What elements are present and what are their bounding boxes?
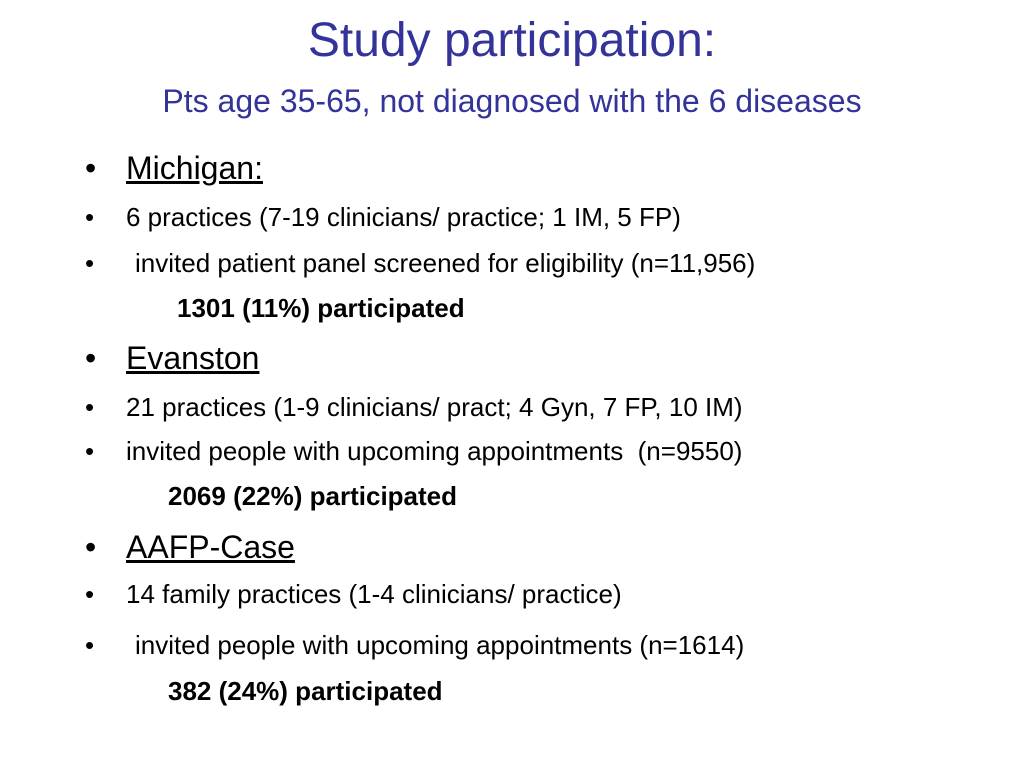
slide-subtitle: Pts age 35-65, not diagnosed with the 6 … <box>162 83 862 119</box>
item-text: 14 family practices (1-4 clinicians/ pra… <box>126 579 622 609</box>
section-heading: AAFP-Case <box>126 529 295 565</box>
participation-result: 2069 (22%) participated <box>168 481 458 511</box>
bullet-icon: • <box>85 579 95 609</box>
slide-title: Study participation: <box>307 14 717 67</box>
section-heading: Evanston <box>126 340 260 376</box>
bullet-icon: • <box>85 150 97 186</box>
bullet-icon: • <box>85 392 95 422</box>
participation-result: 1301 (11%) participated <box>177 293 465 323</box>
item-text: 6 practices (7-19 clinicians/ practice; … <box>126 202 681 232</box>
bullet-icon: • <box>85 248 95 278</box>
item-text: invited people with upcoming appointment… <box>126 436 743 466</box>
bullet-icon: • <box>85 202 95 232</box>
participation-result: 382 (24%) participated <box>168 676 443 706</box>
item-text: 21 practices (1-9 clinicians/ pract; 4 G… <box>126 392 743 422</box>
item-text: invited patient panel screened for eligi… <box>135 248 756 278</box>
item-text: invited people with upcoming appointment… <box>135 630 745 660</box>
section-heading: Michigan: <box>126 150 263 186</box>
bullet-icon: • <box>85 436 95 466</box>
bullet-icon: • <box>85 529 97 565</box>
bullet-icon: • <box>85 340 97 376</box>
bullet-icon: • <box>85 630 95 660</box>
